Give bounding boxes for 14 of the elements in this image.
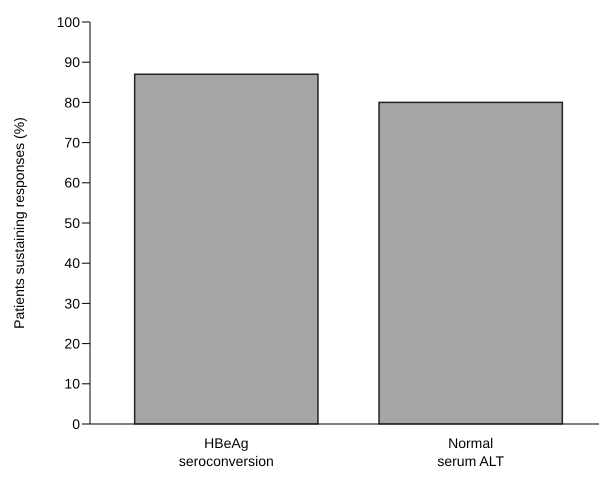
y-axis-title: Patients sustaining responses (%) — [11, 117, 27, 329]
y-tick-label: 70 — [64, 134, 80, 150]
y-tick-label: 100 — [56, 14, 80, 30]
y-tick-label: 40 — [64, 255, 80, 272]
y-tick-label: 60 — [64, 174, 80, 191]
x-tick-label: Normal serum ALT — [437, 435, 504, 469]
y-tick-label: 80 — [64, 94, 80, 110]
x-tick-label: HBeAg seroconversion — [178, 435, 274, 469]
y-tick-label: 50 — [64, 214, 80, 231]
y-tick-label: 0 — [72, 416, 80, 432]
y-tick-label: 10 — [64, 376, 80, 392]
y-tick-label: 20 — [64, 336, 80, 352]
y-tick-label: 90 — [64, 54, 80, 70]
y-tick-label: 30 — [64, 295, 80, 312]
